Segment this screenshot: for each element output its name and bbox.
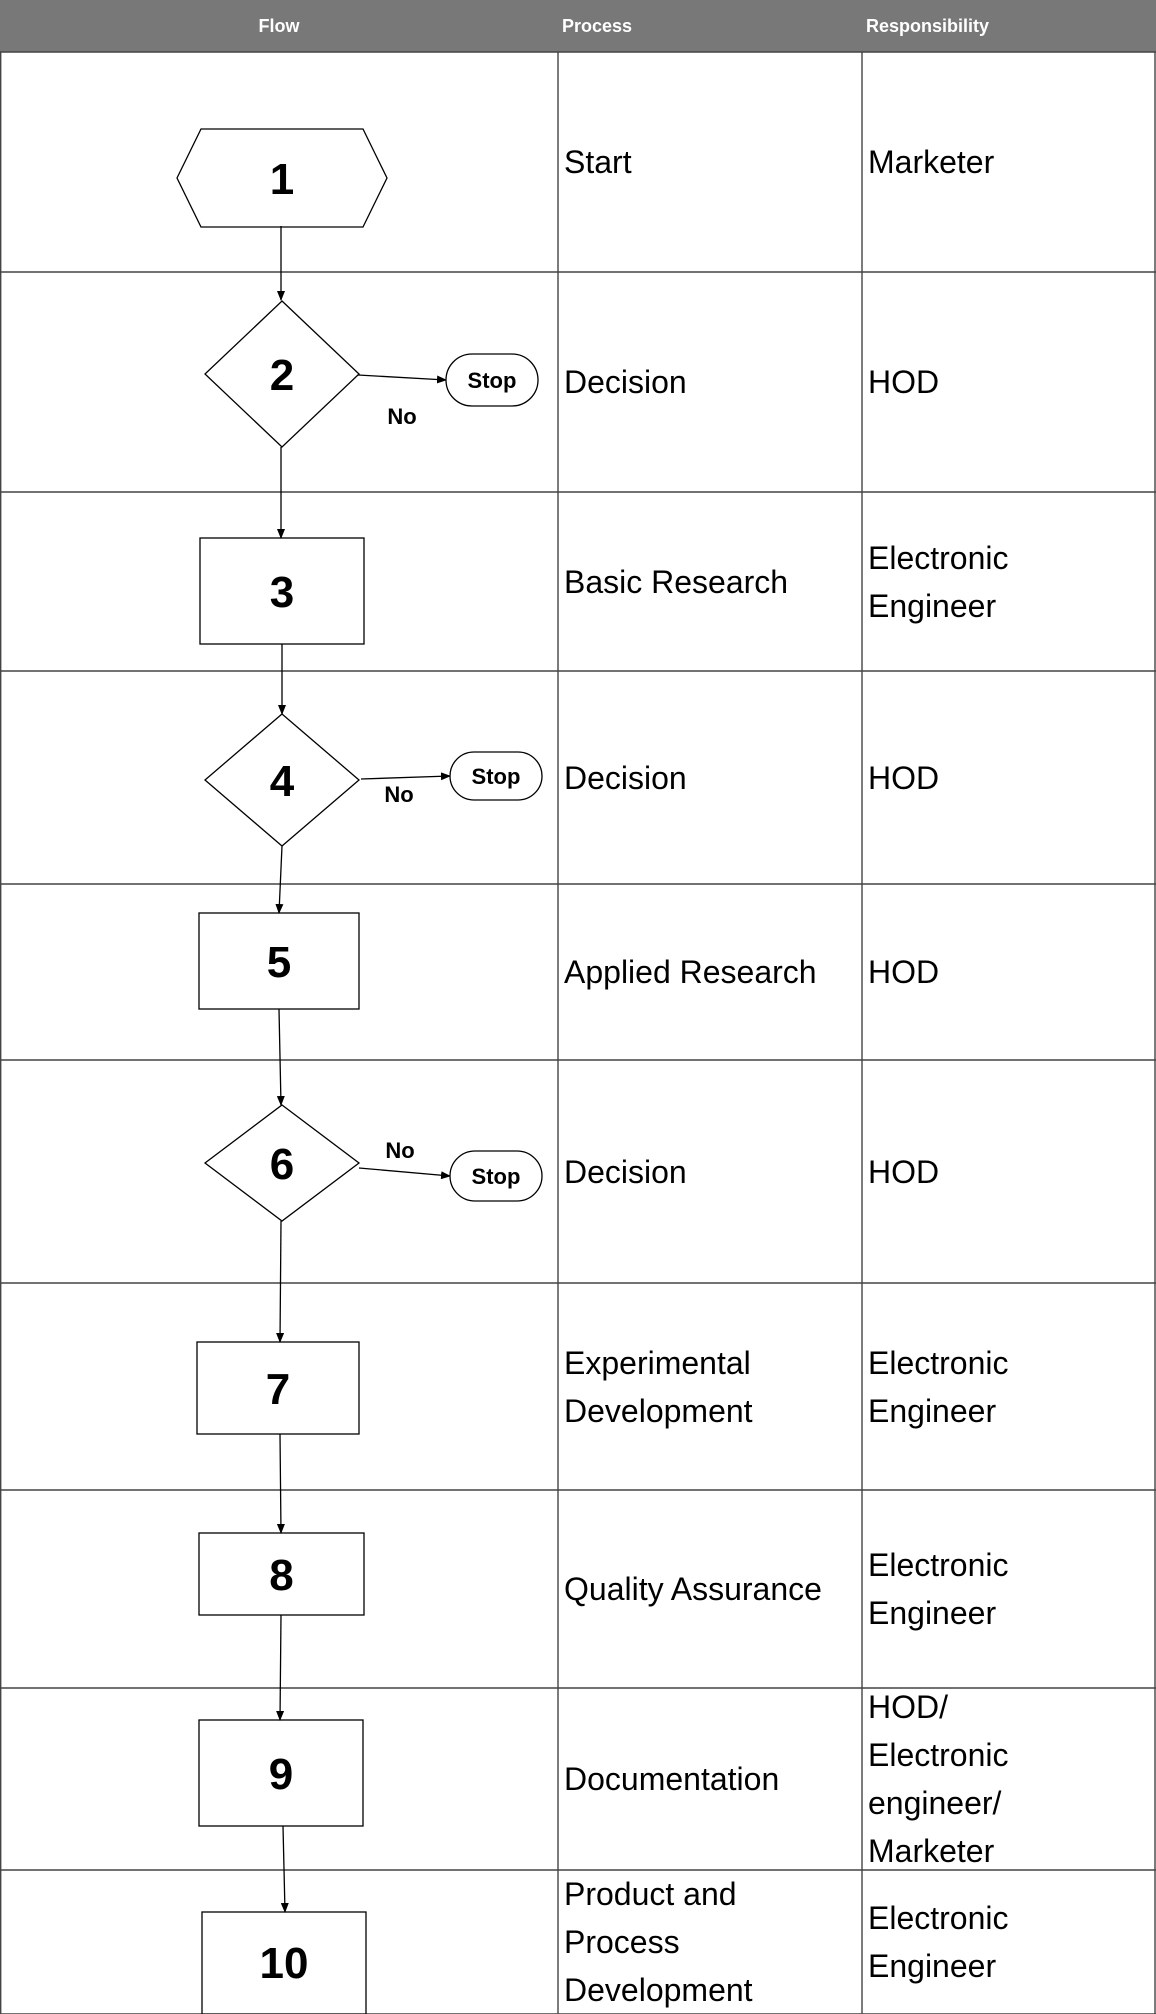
responsibility-cell: Marketer xyxy=(868,144,995,180)
process-cell: Quality Assurance xyxy=(564,1571,822,1607)
flow-arrow xyxy=(276,1008,285,1106)
process-cell: Experimental Development xyxy=(564,1344,753,1429)
responsibility-cell: HOD/ Electronic engineer/ Marketer xyxy=(868,1689,1009,1869)
stop-terminator xyxy=(445,353,539,407)
step-6-node: Stop No 6 xyxy=(203,1104,543,1222)
responsibility-cell: HOD xyxy=(868,364,940,400)
process-cell: Product and Process Development xyxy=(564,1876,753,2008)
decision-diamond xyxy=(204,300,360,448)
step-number: 6 xyxy=(270,1140,294,1189)
no-label: No xyxy=(387,404,416,429)
flow-arrow xyxy=(276,1433,285,1534)
header-process: Process xyxy=(558,0,862,52)
responsibility-cell: HOD xyxy=(868,954,940,990)
no-branch-arrow xyxy=(358,1167,451,1180)
step-number: 8 xyxy=(269,1551,293,1600)
step-number: 5 xyxy=(267,938,291,987)
step-1-node: 1 xyxy=(176,128,388,228)
step-number: 7 xyxy=(266,1365,290,1414)
process-box xyxy=(201,1911,367,2014)
step-7-node: 7 xyxy=(196,1341,360,1435)
stop-terminator xyxy=(449,751,543,801)
header-responsibility: Responsibility xyxy=(862,0,1156,52)
step-4-node: Stop No 4 xyxy=(204,713,543,847)
stop-label: Stop xyxy=(472,764,521,789)
process-box xyxy=(198,1719,364,1827)
flow-arrow xyxy=(275,845,284,914)
process-box xyxy=(196,1341,360,1435)
flow-arrow xyxy=(276,1614,285,1721)
process-cell: Decision xyxy=(564,759,687,796)
process-cell: Basic Research xyxy=(564,563,789,600)
process-box xyxy=(198,912,360,1010)
step-number: 9 xyxy=(269,1750,293,1799)
header-flow: Flow xyxy=(0,0,558,52)
no-label: No xyxy=(385,1138,414,1163)
step-8-node: 8 xyxy=(198,1532,365,1616)
start-hexagon xyxy=(176,128,388,228)
stop-terminator xyxy=(449,1150,543,1202)
table-grid xyxy=(0,51,1156,2014)
process-cell: Start xyxy=(564,144,632,180)
no-branch-arrow xyxy=(357,374,447,384)
step-number: 1 xyxy=(270,155,294,204)
step-number: 2 xyxy=(270,351,294,400)
no-branch-arrow xyxy=(360,772,451,781)
responsibility-cell: Electronic Engineer xyxy=(868,1547,1009,1631)
step-2-node: Stop No 2 xyxy=(204,300,539,448)
step-number: 3 xyxy=(270,568,294,617)
process-cell: Decision xyxy=(564,364,687,400)
stop-label: Stop xyxy=(468,368,517,393)
process-cell: Applied Research xyxy=(564,954,817,990)
step-9-node: 9 xyxy=(198,1719,364,1827)
process-cell: Decision xyxy=(564,1153,687,1190)
process-cell: Documentation xyxy=(564,1761,780,1797)
flow-arrow xyxy=(276,1220,285,1343)
step-5-node: 5 xyxy=(198,912,360,1010)
responsibility-cell: HOD xyxy=(868,759,940,796)
step-number: 4 xyxy=(270,757,295,806)
flow-arrow xyxy=(280,1825,289,1913)
process-box xyxy=(198,1532,365,1616)
responsibility-cell: Electronic Engineer xyxy=(868,1344,1009,1429)
decision-diamond xyxy=(203,1104,361,1222)
responsibility-cell: HOD xyxy=(868,1153,940,1190)
step-number: 10 xyxy=(260,1939,309,1988)
process-box xyxy=(199,537,365,645)
step-10-node: 10 xyxy=(201,1911,367,2014)
responsibility-cell: Electronic Engineer xyxy=(868,1900,1009,1984)
step-3-node: 3 xyxy=(199,537,365,645)
no-label: No xyxy=(384,782,413,807)
responsibility-cell: Electronic Engineer xyxy=(868,539,1009,624)
stop-label: Stop xyxy=(472,1164,521,1189)
